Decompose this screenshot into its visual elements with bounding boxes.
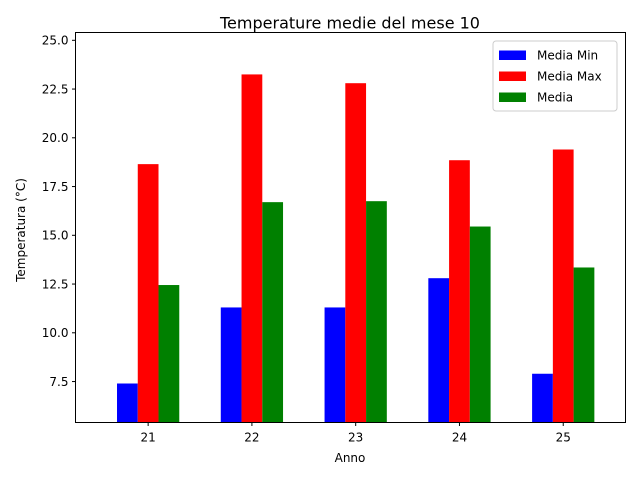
bar-media-min-24 — [428, 278, 450, 423]
y-tick-label: 25.0 — [42, 34, 69, 48]
bar-media-23 — [366, 201, 387, 423]
bar-media-min-21 — [117, 383, 138, 423]
bar-media-24 — [469, 226, 491, 423]
legend-label-media-max: Media Max — [537, 69, 602, 83]
x-axis: 21 22 23 24 25 — [141, 422, 571, 445]
legend-swatch-media-max — [499, 71, 526, 81]
legend: Media Min Media Max Media — [492, 40, 618, 112]
x-tick-label: 23 — [348, 431, 363, 445]
y-axis: 7.5 10.0 12.5 15.0 17.5 20.0 22.5 25.0 — [42, 34, 76, 389]
y-tick-label: 20.0 — [42, 131, 69, 145]
y-tick-label: 7.5 — [49, 375, 68, 389]
bar-media-25 — [573, 267, 595, 423]
y-tick-label: 22.5 — [42, 82, 69, 96]
y-tick-label: 12.5 — [42, 277, 69, 291]
bar-media-max-25 — [552, 149, 574, 423]
bar-media-max-24 — [449, 160, 470, 423]
bar-media-max-22 — [241, 74, 263, 423]
plot-frame — [75, 32, 626, 423]
bar-media-min-25 — [532, 373, 553, 423]
legend-swatch-media-min — [499, 50, 526, 60]
legend-label-media-min: Media Min — [537, 48, 598, 62]
chart-title: Temperature medie del mese 10 — [219, 14, 480, 33]
y-tick-label: 17.5 — [42, 180, 69, 194]
legend-swatch-media — [499, 92, 526, 102]
bar-media-max-23 — [345, 83, 367, 423]
x-tick-label: 21 — [141, 431, 156, 445]
bar-media-21 — [158, 285, 180, 423]
x-tick-label: 25 — [556, 431, 571, 445]
bar-media-min-22 — [220, 307, 242, 423]
y-tick-label: 10.0 — [42, 326, 69, 340]
y-axis-label: Temperatura (°C) — [14, 178, 28, 283]
x-tick-label: 24 — [452, 431, 467, 445]
legend-label-media: Media — [537, 90, 573, 104]
bar-media-22 — [262, 202, 284, 423]
y-tick-label: 15.0 — [42, 229, 69, 243]
x-axis-label: Anno — [335, 451, 366, 465]
bar-media-max-21 — [137, 164, 159, 423]
bars-group — [117, 74, 595, 423]
bar-media-min-23 — [324, 307, 346, 423]
x-tick-label: 22 — [244, 431, 259, 445]
